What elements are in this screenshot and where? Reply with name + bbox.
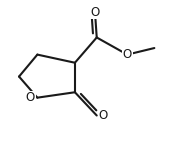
Text: O: O: [99, 109, 108, 122]
Text: O: O: [26, 91, 35, 104]
Text: O: O: [123, 48, 132, 61]
Text: O: O: [90, 6, 100, 19]
